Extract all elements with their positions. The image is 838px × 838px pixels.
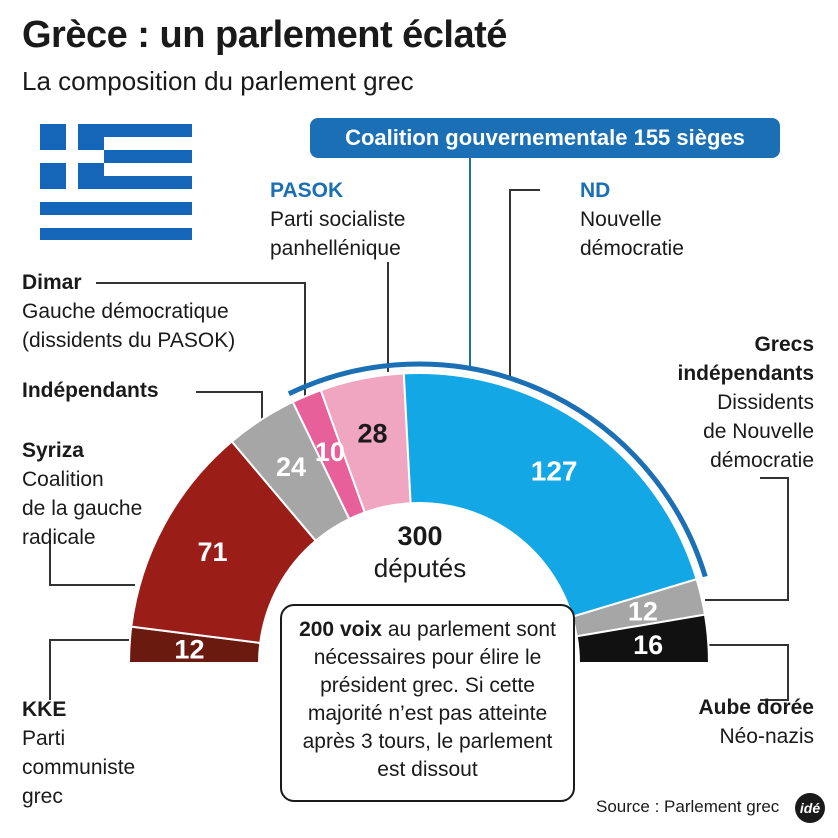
label-grecs-name: Grecs indépendants [677,333,814,385]
greek-flag-icon [40,124,192,240]
ide-logo: idé [795,793,825,823]
label-pasok-name: PASOK [270,179,344,202]
label-dimar-desc: Gauche démocratique (dissidents du PASOK… [22,300,236,352]
leader-line [705,477,789,601]
label-kke-name: KKE [22,698,67,721]
value-ind-pendants: 24 [276,452,306,482]
leader-line [96,282,306,400]
label-aube-desc: Néo-nazis [719,725,814,748]
chart-segments [127,372,711,664]
note-box: 200 voix au parlement sont nécessaires p… [280,604,575,802]
note-text: au parlement sont nécessaires pour élire… [302,618,556,781]
label-grecs-independants: Grecs indépendants Dissidents de Nouvell… [677,330,814,475]
leader-line [49,540,135,586]
value-nd: 127 [531,456,578,487]
segment-nd [402,372,698,619]
label-independants: Indépendants [22,376,159,405]
leader-line [705,644,789,701]
note-bold: 200 voix [299,618,382,641]
coalition-badge: Coalition gouvernementale 155 sièges [310,118,780,158]
label-nd-name: ND [580,179,611,202]
label-syriza-name: Syriza [22,439,84,462]
value-syriza: 71 [197,537,227,567]
label-dimar: Dimar Gauche démocratique (dissidents du… [22,268,235,355]
value-kke: 12 [174,635,204,665]
total-seats-label: députés [373,553,467,583]
segment-aube-dor-e [575,613,711,664]
source-credit: Source : Parlement grec [596,797,780,816]
label-kke-desc: Parti communiste grec [22,727,136,808]
label-syriza: Syriza Coalition de la gauche radicale [22,436,142,552]
label-grecs-desc: Dissidents de Nouvelle démocratie [703,391,814,472]
value-dimar: 10 [315,437,345,467]
page-subtitle: La composition du parlement grec [22,66,414,96]
total-seats-value: 300 [397,521,443,551]
label-kke: KKE Parti communiste grec [22,695,135,811]
value-grecs-ind-pendants: 12 [628,596,658,626]
coalition-arc [287,361,708,578]
leader-lines [49,189,789,701]
label-aube-name: Aube dorée [698,696,814,719]
page-title: Grèce : un parlement éclaté [22,14,507,56]
label-nd-desc: Nouvelle démocratie [580,208,684,260]
value-pasok: 28 [358,419,388,449]
value-aube-dor-e: 16 [633,630,663,660]
label-aube-doree: Aube dorée Néo-nazis [698,693,814,751]
label-pasok: PASOK Parti socialiste panhellénique [270,176,405,263]
total-seats: 300 députés [320,520,520,584]
leader-line [196,391,263,420]
chart-value-labels: 12 71 24 10 28 127 12 16 [174,419,663,665]
label-independants-name: Indépendants [22,379,159,402]
leader-line [49,639,135,700]
label-pasok-desc: Parti socialiste panhellénique [270,208,406,260]
leader-line [509,189,540,380]
label-syriza-desc: Coalition de la gauche radicale [22,468,143,549]
label-nd: ND Nouvelle démocratie [580,176,684,263]
label-dimar-name: Dimar [22,271,82,294]
